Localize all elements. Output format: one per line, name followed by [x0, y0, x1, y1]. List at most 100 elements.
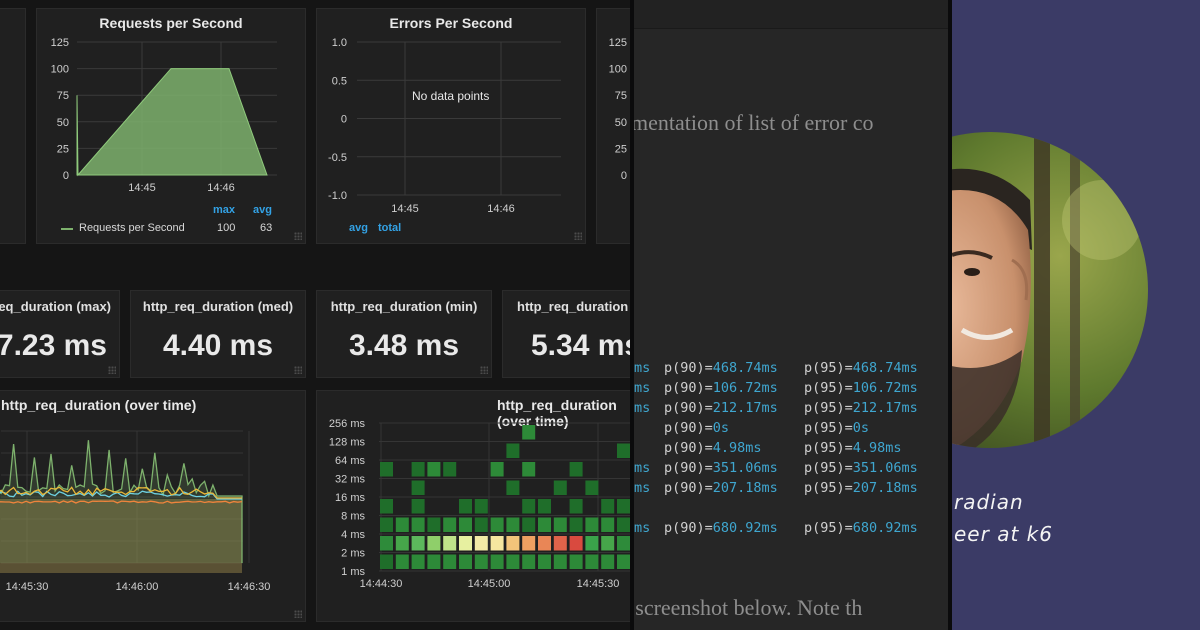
legend-header-avg[interactable]: avg: [349, 222, 368, 234]
heatmap-cell: [553, 536, 567, 551]
heatmap-cell: [443, 462, 457, 477]
heatmap-cell: [474, 554, 488, 569]
resize-handle[interactable]: [294, 366, 302, 374]
heatmap-cell: [617, 443, 630, 458]
heatmap-cell: [601, 536, 615, 551]
heatmap-cell: [585, 554, 599, 569]
heatmap-cell: [522, 462, 536, 477]
heatmap-cell: [553, 517, 567, 532]
heatmap-cell: [490, 462, 504, 477]
duration-heatmap: 256 ms 128 ms 64 ms 32 ms 16 ms 8 ms 4 ms 2 ms 1…: [329, 418, 630, 590]
no-data-message: No data points: [412, 89, 490, 103]
heatmap-cell: [443, 536, 457, 551]
heatmap-cell: [522, 499, 536, 514]
partial-panel-left: [0, 8, 26, 244]
article-text-fragment-2: e screenshot below. Note th: [634, 595, 863, 620]
heatmap-cell: [506, 517, 520, 532]
legend-header-max[interactable]: max: [213, 204, 236, 216]
metric-unit-fragment: ms: [634, 360, 651, 376]
metric-p95: p(95)=4.98ms: [804, 440, 902, 456]
heatmap-cell: [553, 554, 567, 569]
y-tick-label: 16 ms: [335, 492, 365, 504]
x-tick-label: 14:45: [128, 182, 156, 194]
resize-handle[interactable]: [294, 232, 302, 240]
metric-unit-fragment: ms: [634, 520, 651, 536]
y-tick-label: 1.0: [332, 37, 347, 49]
resize-handle[interactable]: [574, 232, 582, 240]
stat-panel-p95[interactable]: http_req_duration (p95) 5.34 ms: [502, 290, 630, 378]
metric-p95: p(95)=106.72ms: [804, 380, 918, 396]
heatmap-cell: [617, 554, 630, 569]
rps-series-area: [76, 68, 268, 177]
resize-handle[interactable]: [294, 610, 302, 618]
metric-line: p(90)=0s p(95)=0s: [634, 420, 869, 436]
heatmap-cell: [569, 499, 583, 514]
metric-p90: p(90)=0s: [664, 420, 730, 436]
heatmap-cell: [411, 536, 425, 551]
heatmap-cell: [459, 554, 472, 569]
metric-line: [634, 500, 804, 516]
requests-per-second-panel[interactable]: Requests per Second 125 100 75 50 25 0 14:45 1…: [36, 8, 306, 244]
heatmap-cell: [474, 499, 488, 514]
resize-handle[interactable]: [108, 366, 116, 374]
metric-line: ms p(90)=351.06ms p(95)=351.06ms: [634, 460, 918, 476]
y-tick-label: 128 ms: [329, 437, 366, 449]
heatmap-cell: [395, 536, 409, 551]
metric-line: ms p(90)=468.74ms p(95)=468.74ms: [634, 360, 918, 376]
y-tick-label: 1 ms: [341, 566, 365, 578]
heatmap-cell: [569, 536, 583, 551]
partial-panel-right[interactable]: 125 100 75 50 25 0: [596, 8, 630, 244]
duration-over-time-panel[interactable]: http_req_duration (over time) 14:45:30 14…: [0, 390, 306, 622]
heatmap-cell: [395, 517, 409, 532]
metric-p95: p(95)=680.92ms: [804, 520, 918, 536]
metric-p90: p(90)=680.92ms: [664, 520, 778, 536]
article-text-fragment: umentation of list of error co: [634, 110, 874, 136]
duration-line-chart: 14:45:30 14:46:00 14:46:30: [0, 430, 270, 593]
stat-panel-max[interactable]: http_req_duration (max) 7.23 ms: [0, 290, 120, 378]
legend-series-label[interactable]: Requests per Second: [79, 222, 185, 234]
y-tick-label: 256 ms: [329, 418, 366, 430]
metric-unit-fragment: ms: [634, 400, 651, 416]
heatmap-cell: [522, 517, 536, 532]
article-text: umentation of list of error co: [634, 110, 874, 135]
y-tick-label: 2 ms: [341, 548, 365, 560]
y-tick-label: -1.0: [328, 190, 347, 202]
heatmap-cell: [538, 517, 551, 532]
stat-value: 3.48 ms: [348, 329, 460, 362]
y-tick-label: 0.5: [332, 75, 347, 87]
stat-title: http_req_duration (min): [330, 299, 478, 314]
stat-value: 7.23 ms: [0, 329, 107, 362]
heatmap-cell: [585, 536, 599, 551]
partial-chart: 125 100 75 50 25 0: [609, 37, 627, 182]
speaker-name: radian: [954, 490, 1024, 514]
y-tick-label: 25: [57, 143, 69, 155]
duration-heatmap-panel[interactable]: http_req_duration (over time) 256 ms 128 …: [316, 390, 630, 622]
resize-handle[interactable]: [480, 366, 488, 374]
legend-max-value: 100: [217, 222, 236, 234]
heatmap-cell: [585, 480, 599, 495]
metric-p90: p(90)=4.98ms: [664, 440, 762, 456]
stat-panel-min[interactable]: http_req_duration (min) 3.48 ms: [316, 290, 492, 378]
x-tick-label: 14:46: [487, 203, 515, 215]
panel-title: Errors Per Second: [389, 15, 513, 31]
heatmap-cell: [459, 517, 472, 532]
heatmap-cell: [617, 499, 630, 514]
heatmap-cell: [538, 499, 551, 514]
heatmap-cell: [522, 536, 536, 551]
y-tick-label: 75: [57, 90, 69, 102]
metric-line: ms p(90)=680.92ms p(95)=680.92ms: [634, 520, 918, 536]
heatmap-cell: [585, 517, 599, 532]
heatmap-cell: [617, 536, 630, 551]
errors-per-second-panel[interactable]: Errors Per Second 1.0 0.5 0 -0.5 -1.0 14:45 1…: [316, 8, 586, 244]
metric-p95: p(95)=0s: [804, 420, 870, 436]
y-tick-label: 50: [615, 117, 627, 129]
metric-p95: p(95)=212.17ms: [804, 400, 918, 416]
stat-panel-med[interactable]: http_req_duration (med) 4.40 ms: [130, 290, 306, 378]
y-tick-label: 75: [615, 90, 627, 102]
legend-header-total[interactable]: total: [378, 222, 402, 234]
metric-p90: p(90)=106.72ms: [664, 380, 778, 396]
heatmap-cell: [474, 517, 488, 532]
heatmap-cell: [411, 517, 425, 532]
legend-header-avg[interactable]: avg: [253, 204, 272, 216]
heatmap-cell: [569, 554, 583, 569]
